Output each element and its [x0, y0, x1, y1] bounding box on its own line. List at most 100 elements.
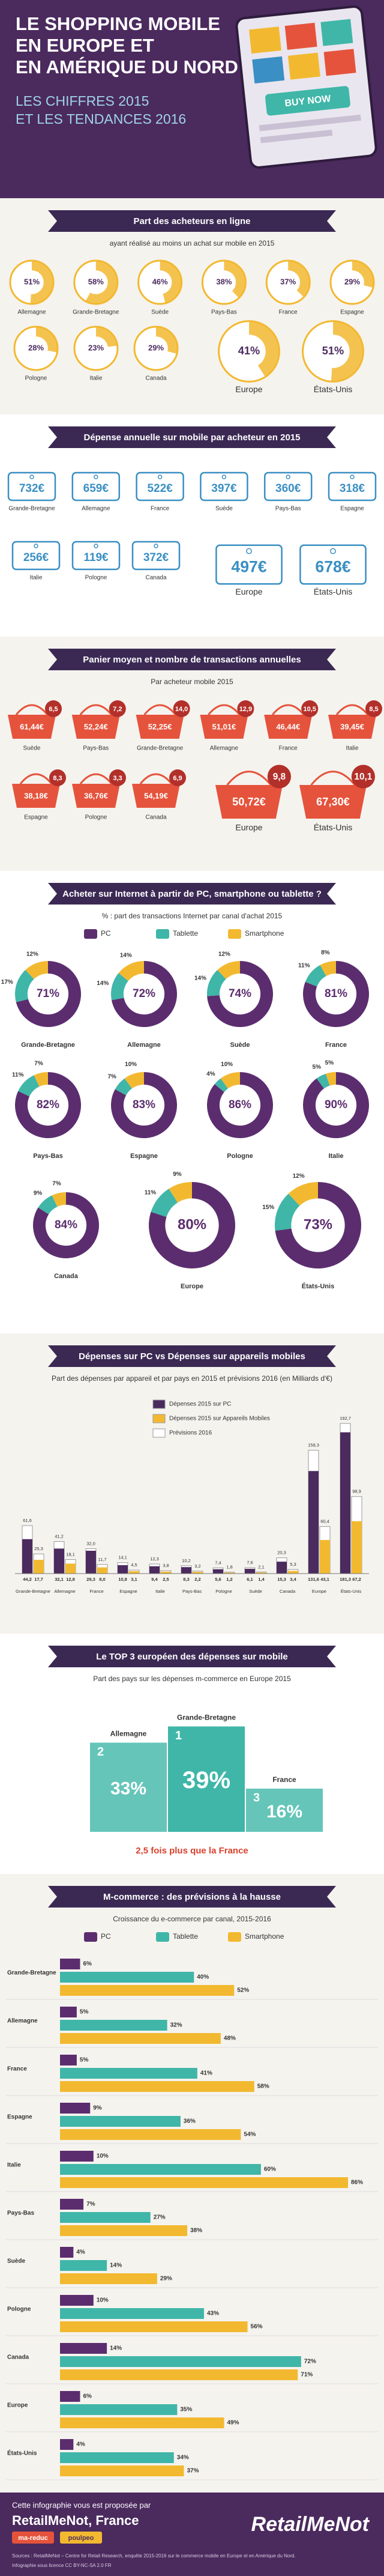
value-label: 36%: [184, 2118, 196, 2125]
forecast-label: 3,2: [194, 1563, 200, 1569]
title-ribbon: [48, 426, 336, 448]
category-label: Espagne: [24, 814, 48, 821]
value-label: 51,01€: [212, 722, 236, 731]
section-background: [0, 637, 384, 871]
tag-hole: [34, 544, 38, 548]
donut-segment: [25, 961, 48, 980]
category-label: Pologne: [215, 1589, 232, 1594]
basket-handle: [208, 704, 241, 715]
donut-segment: [316, 1073, 330, 1089]
pc-share-label: 74%: [229, 987, 251, 1000]
legend-swatch: [152, 1428, 166, 1438]
category-label: Espagne: [119, 1589, 137, 1594]
basket-handle: [79, 773, 113, 784]
tag-hole: [29, 474, 34, 479]
basket-handle: [335, 704, 369, 715]
bar: [60, 2273, 157, 2284]
pc-share-label: 82%: [37, 1099, 59, 1111]
title-ribbon: [48, 210, 336, 232]
basket: [72, 784, 120, 808]
pc-share-label: 84%: [55, 1219, 77, 1231]
forecast-label: 61,6: [23, 1518, 32, 1523]
donut-segment: [124, 1072, 144, 1089]
bar: [60, 2452, 174, 2463]
transactions-label: 6,5: [49, 706, 58, 713]
category-label: Italie: [155, 1589, 165, 1594]
segment-label: 5%: [313, 1064, 322, 1070]
header-subtitle: ET LES TENDANCES 2016: [16, 111, 186, 127]
value-label: 72%: [304, 2359, 316, 2365]
title-ribbon: [48, 1886, 336, 1908]
category-label: Suède: [7, 2258, 25, 2265]
bar: [60, 2308, 204, 2319]
value-label: 35%: [180, 2407, 192, 2413]
category-label: France: [272, 1775, 296, 1784]
value-label: 56%: [251, 2324, 263, 2330]
basket: [132, 784, 180, 808]
annotation: 2,5 fois plus que la France: [136, 1846, 248, 1856]
tag-hole: [350, 474, 355, 479]
pc-share-label: 73%: [304, 1216, 332, 1232]
category-label: États-Unis: [302, 1282, 334, 1290]
bar: [308, 1471, 319, 1574]
value-label: 44,2: [23, 1577, 32, 1582]
value-label: 46,44€: [276, 722, 300, 731]
value-label: 29%: [344, 277, 360, 286]
bar: [60, 2404, 178, 2415]
legend-swatch: [228, 1932, 241, 1942]
value-label: 256€: [23, 551, 49, 564]
forecast-label: 25,3: [34, 1546, 43, 1551]
forecast-label: 98,9: [352, 1489, 361, 1494]
forecast-label: 5,3: [290, 1562, 296, 1567]
partner-logo: [60, 2532, 102, 2544]
pie-center: [20, 270, 44, 294]
bar: [60, 2225, 188, 2236]
forecast-label: 12,3: [150, 1556, 159, 1562]
category-label: Pologne: [7, 2306, 31, 2313]
segment-label: 15%: [262, 1204, 274, 1211]
value-label: 497€: [231, 558, 266, 576]
value-label: 10%: [97, 2153, 109, 2160]
value-label: 38,18€: [24, 791, 48, 800]
value-label: 37%: [280, 277, 296, 286]
product-tile: [323, 49, 356, 76]
basket-handle: [79, 704, 112, 715]
donut-segment: [214, 1078, 228, 1093]
bar: [22, 1539, 32, 1574]
bar: [65, 1563, 76, 1574]
transactions-label: 8,3: [53, 775, 62, 782]
bar: [60, 2007, 77, 2017]
value-label: 17,7: [34, 1577, 43, 1582]
segment-label: 9%: [173, 1171, 182, 1178]
value-label: 2,2: [194, 1577, 200, 1582]
value-label: 8,0: [99, 1577, 105, 1582]
legend-label: Smartphone: [245, 929, 284, 938]
category-label: Italie: [346, 745, 359, 752]
header-title: EN EUROPE ET: [16, 35, 154, 56]
bar: [60, 1985, 235, 1996]
segment-label: 17%: [1, 979, 13, 986]
title-ribbon: [48, 1646, 336, 1667]
bar: [60, 2212, 151, 2223]
pc-share-label: 72%: [133, 987, 155, 1000]
basket: [136, 715, 184, 739]
price-tag: [200, 471, 248, 502]
transactions-badge: [267, 765, 291, 789]
value-label: 14%: [110, 2262, 122, 2269]
value-label: 2,5: [163, 1577, 169, 1582]
forecast-label: 3,8: [163, 1563, 169, 1568]
bar: [60, 2465, 184, 2476]
category-label: Espagne: [130, 1153, 158, 1160]
basket: [215, 785, 283, 819]
bar: [97, 1567, 107, 1574]
donut-segment: [288, 1182, 318, 1206]
donut-segment: [52, 1192, 66, 1207]
segment-label: 12%: [26, 951, 38, 958]
price-tag: [11, 541, 61, 571]
value-label: 5%: [80, 2057, 89, 2064]
value-label: 9%: [93, 2105, 102, 2112]
pie-center: [84, 270, 108, 294]
bar: [213, 1569, 223, 1574]
bar: [60, 1959, 80, 1969]
